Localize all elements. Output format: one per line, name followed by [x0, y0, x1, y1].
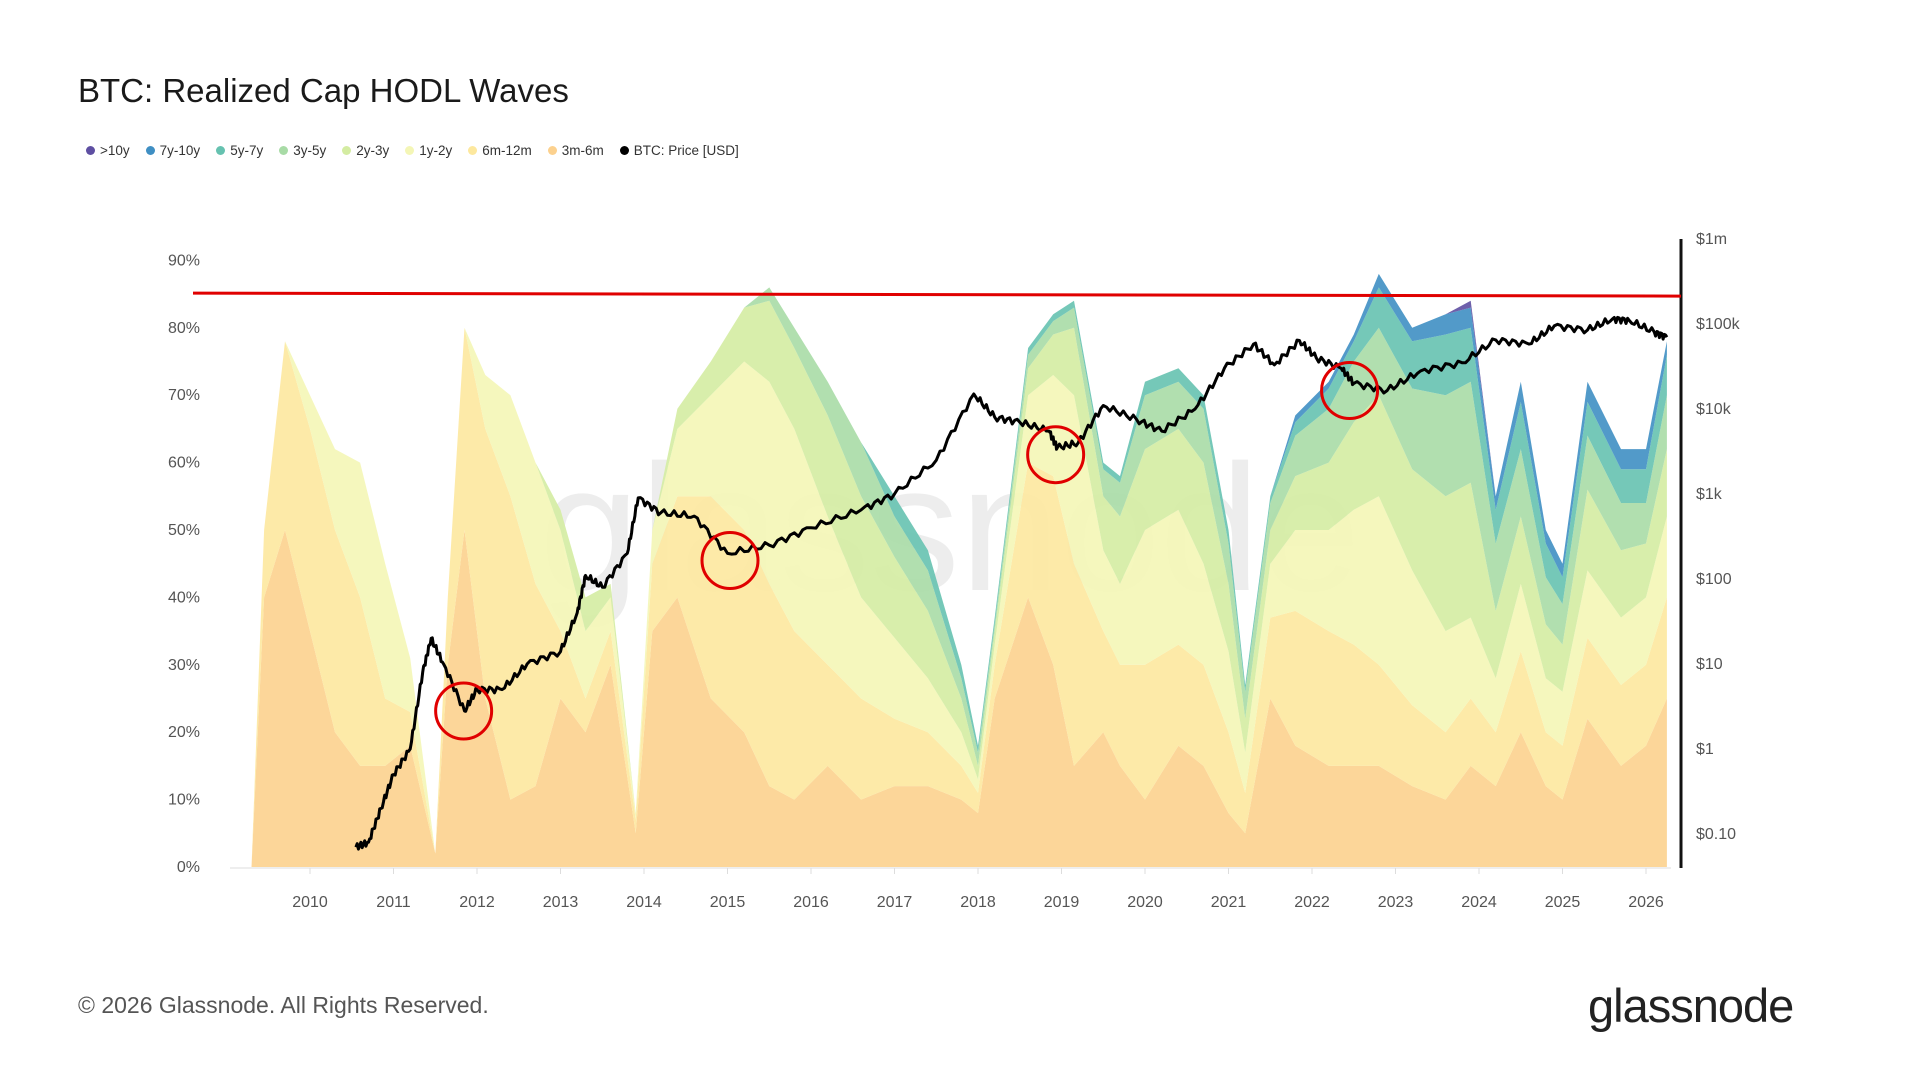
x-tick-label: 2024	[1461, 894, 1497, 911]
x-tick-label: 2022	[1294, 894, 1330, 911]
x-tick-label: 2013	[543, 894, 579, 911]
x-tick-label: 2015	[710, 894, 746, 911]
legend-dot-icon	[619, 146, 629, 155]
legend-item[interactable]: 5y-7y	[216, 143, 263, 158]
y-left-tick-label: 0%	[177, 859, 200, 876]
legend-label: 1y-2y	[419, 143, 453, 158]
x-tick-label: 2014	[626, 894, 662, 911]
y-left-tick-label: 80%	[168, 320, 200, 337]
x-tick-label: 2023	[1378, 894, 1414, 911]
x-tick-label: 2019	[1044, 894, 1080, 911]
x-tick-label: 2020	[1127, 894, 1163, 911]
y-left-tick-label: 60%	[168, 455, 200, 472]
legend-dot-icon	[216, 146, 226, 155]
chart-title: BTC: Realized Cap HODL Waves	[78, 72, 569, 109]
y-right-tick-label: $1k	[1696, 486, 1723, 503]
highlight-circle	[700, 531, 760, 591]
reference-line	[192, 291, 1682, 298]
legend-dot-icon	[547, 146, 557, 155]
legend-item[interactable]: >10y	[86, 143, 130, 158]
y-left-tick-label: 10%	[168, 792, 200, 809]
y-right-tick-label: $100k	[1696, 316, 1741, 333]
y-right-tick-label: $10k	[1696, 401, 1732, 418]
legend-item[interactable]: 3y-5y	[279, 143, 326, 158]
legend-dot-icon	[86, 146, 95, 155]
legend: >10y 7y-10y 5y-7y 3y-5y 2y-3y 1y-2y 6m-12m 3m-6…	[86, 143, 739, 158]
x-tick-label: 2017	[877, 894, 913, 911]
legend-dot-icon	[468, 146, 478, 155]
legend-item[interactable]: BTC: Price [USD]	[619, 143, 739, 158]
y-right-tick-label: $1	[1696, 741, 1714, 758]
y-left-tick-label: 40%	[168, 589, 200, 606]
legend-label: 6m-12m	[482, 143, 532, 158]
area-band-3m-6m	[251, 530, 1667, 867]
x-tick-label: 2018	[960, 894, 996, 911]
highlight-circle	[434, 681, 494, 741]
y-left-tick-label: 90%	[168, 252, 200, 269]
x-tick-label: 2012	[459, 894, 495, 911]
legend-label: >10y	[100, 143, 130, 158]
x-tick-label: 2025	[1545, 894, 1581, 911]
y-right-tick-label: $0.10	[1696, 826, 1736, 843]
legend-item[interactable]: 1y-2y	[405, 143, 452, 158]
legend-dot-icon	[342, 146, 352, 155]
x-tick-label: 2016	[793, 894, 829, 911]
legend-item[interactable]: 6m-12m	[468, 143, 532, 158]
y-right-tick-label: $100	[1696, 571, 1732, 588]
x-tick-label: 2010	[292, 894, 328, 911]
x-tick-label: 2011	[376, 894, 411, 911]
legend-dot-icon	[145, 146, 155, 155]
y-left-tick-label: 70%	[168, 387, 200, 404]
legend-item[interactable]: 2y-3y	[342, 143, 389, 158]
highlight-circle	[1026, 425, 1086, 485]
y-left-tick-label: 50%	[168, 522, 200, 539]
y-right-tick-label: $1m	[1696, 231, 1727, 248]
area-band-3y-5y	[251, 287, 1667, 867]
highlight-circle	[1320, 361, 1380, 421]
area-band-6m-12m	[251, 327, 1667, 867]
legend-item[interactable]: 3m-6m	[547, 143, 604, 158]
x-tick-label: 2021	[1211, 894, 1247, 911]
legend-label: 3y-5y	[293, 143, 327, 158]
copyright-text: © 2026 Glassnode. All Rights Reserved.	[78, 992, 489, 1018]
legend-label: 3m-6m	[561, 143, 604, 158]
y-right-tick-label: $10	[1696, 656, 1723, 673]
legend-dot-icon	[405, 146, 415, 155]
glassnode-logo: glassnode	[1588, 979, 1794, 1032]
legend-label: 2y-3y	[356, 143, 390, 158]
area-band-1y-2y	[251, 327, 1667, 867]
legend-item[interactable]: 7y-10y	[145, 143, 201, 158]
y-left-tick-label: 30%	[168, 657, 200, 674]
btc-price-line	[354, 315, 1669, 851]
legend-label: 7y-10y	[159, 143, 201, 158]
y-left-tick-label: 20%	[168, 724, 200, 741]
legend-label: 5y-7y	[230, 143, 264, 158]
legend-label: BTC: Price [USD]	[633, 143, 739, 158]
x-tick-label: 2026	[1628, 894, 1664, 911]
legend-dot-icon	[279, 146, 289, 155]
